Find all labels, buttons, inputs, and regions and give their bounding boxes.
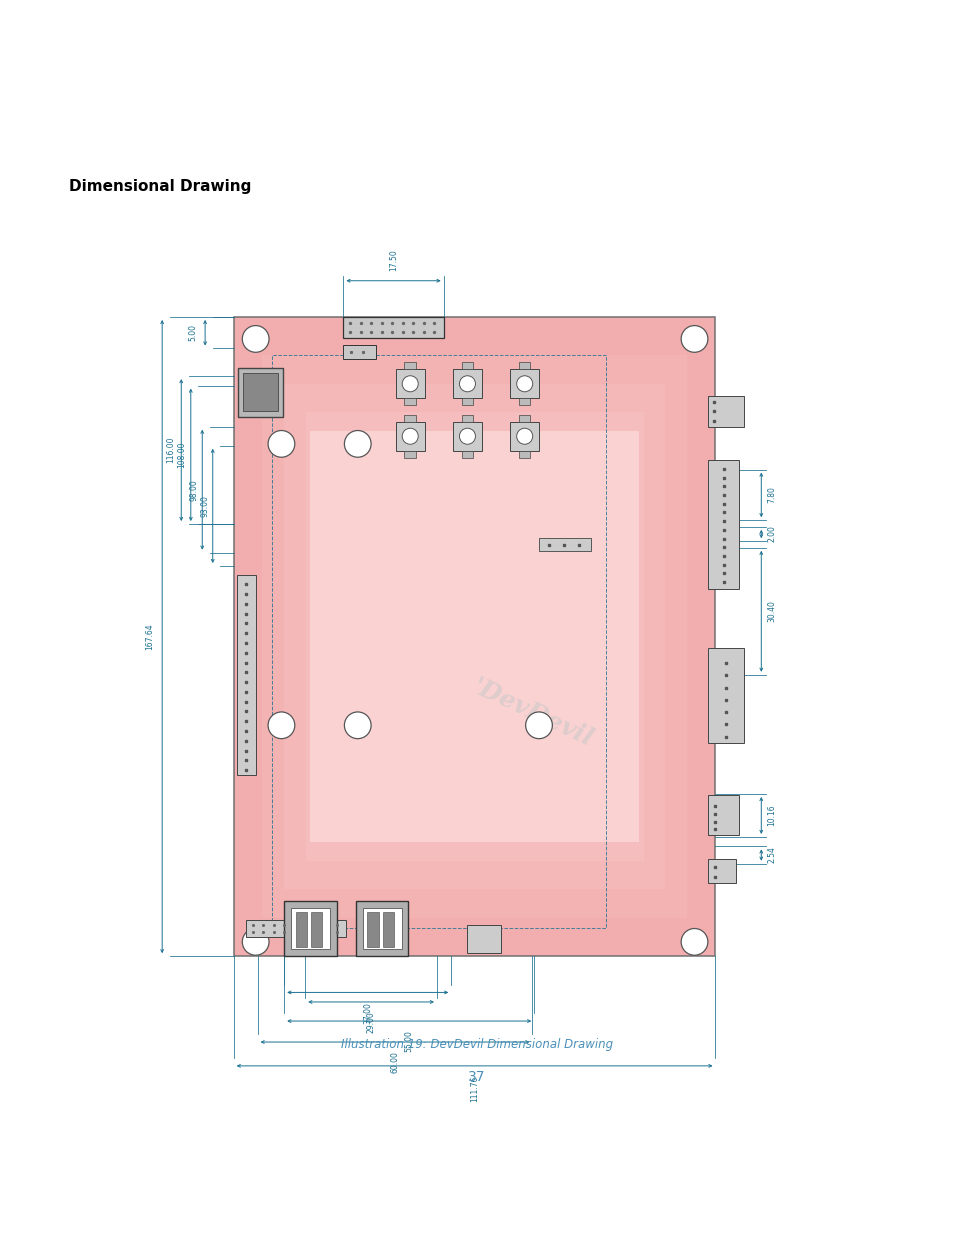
Text: Illustration 19: DevDevil Dimensional Drawing: Illustration 19: DevDevil Dimensional Dr… bbox=[340, 1039, 613, 1051]
Bar bbox=[243, 373, 277, 411]
Bar bbox=[538, 538, 591, 551]
Bar bbox=[707, 858, 736, 883]
Text: 108.00: 108.00 bbox=[177, 442, 186, 468]
Bar bbox=[707, 396, 743, 427]
Bar bbox=[453, 369, 481, 398]
Circle shape bbox=[242, 326, 269, 352]
Bar bbox=[461, 398, 473, 405]
Bar bbox=[707, 648, 743, 743]
Bar bbox=[404, 415, 416, 422]
Bar bbox=[284, 900, 336, 956]
Bar bbox=[343, 317, 443, 338]
Circle shape bbox=[459, 429, 475, 445]
Bar bbox=[355, 900, 408, 956]
Text: 30.40: 30.40 bbox=[766, 600, 775, 622]
Circle shape bbox=[525, 711, 552, 739]
Text: 111.76: 111.76 bbox=[470, 1076, 478, 1102]
Circle shape bbox=[517, 429, 532, 445]
Bar bbox=[382, 913, 394, 947]
Bar bbox=[707, 795, 739, 835]
Circle shape bbox=[344, 431, 371, 457]
Bar bbox=[272, 356, 605, 927]
Bar bbox=[510, 422, 538, 451]
Bar bbox=[461, 451, 473, 458]
Bar bbox=[461, 362, 473, 369]
Circle shape bbox=[268, 711, 294, 739]
Bar bbox=[262, 356, 686, 918]
Bar bbox=[395, 369, 424, 398]
Text: 55.00: 55.00 bbox=[404, 1030, 414, 1052]
Bar bbox=[291, 908, 330, 950]
Bar bbox=[311, 913, 322, 947]
Bar bbox=[343, 345, 375, 359]
Text: 7.80: 7.80 bbox=[766, 487, 775, 504]
Bar bbox=[305, 412, 643, 861]
Bar bbox=[518, 398, 530, 405]
Text: 167.64: 167.64 bbox=[146, 624, 154, 650]
Bar bbox=[510, 369, 538, 398]
Bar bbox=[467, 925, 500, 953]
Bar bbox=[233, 317, 715, 956]
Text: 116.00: 116.00 bbox=[167, 437, 175, 463]
Text: 29.00: 29.00 bbox=[366, 1011, 375, 1034]
Bar bbox=[404, 451, 416, 458]
Bar bbox=[295, 913, 307, 947]
Circle shape bbox=[242, 929, 269, 955]
Text: 98.00: 98.00 bbox=[190, 479, 198, 500]
Bar bbox=[284, 384, 664, 889]
Bar bbox=[395, 422, 424, 451]
Bar bbox=[362, 908, 401, 950]
Bar bbox=[404, 362, 416, 369]
Bar bbox=[707, 461, 739, 589]
Bar bbox=[518, 451, 530, 458]
Bar bbox=[237, 368, 283, 417]
Text: Dimensional Drawing: Dimensional Drawing bbox=[69, 179, 251, 194]
Circle shape bbox=[402, 375, 417, 391]
Circle shape bbox=[268, 431, 294, 457]
Circle shape bbox=[517, 375, 532, 391]
Bar bbox=[404, 398, 416, 405]
Bar bbox=[518, 415, 530, 422]
Text: 5.00: 5.00 bbox=[189, 325, 197, 341]
Text: 'DevDevil: 'DevDevil bbox=[468, 674, 596, 752]
Bar bbox=[461, 415, 473, 422]
Circle shape bbox=[344, 711, 371, 739]
Circle shape bbox=[680, 326, 707, 352]
Text: 2.00: 2.00 bbox=[766, 526, 775, 542]
Text: 93.00: 93.00 bbox=[201, 495, 210, 516]
Bar bbox=[367, 913, 378, 947]
Circle shape bbox=[459, 375, 475, 391]
Text: 60.00: 60.00 bbox=[390, 1051, 399, 1073]
Text: 2.54: 2.54 bbox=[766, 847, 775, 863]
Text: 37: 37 bbox=[468, 1071, 485, 1084]
Circle shape bbox=[402, 429, 417, 445]
Bar bbox=[518, 362, 530, 369]
Bar bbox=[236, 574, 255, 774]
Text: 37.00: 37.00 bbox=[363, 1002, 372, 1024]
Bar bbox=[453, 422, 481, 451]
Text: 17.50: 17.50 bbox=[389, 249, 397, 272]
Bar bbox=[246, 920, 346, 937]
Bar bbox=[310, 431, 639, 842]
Circle shape bbox=[680, 929, 707, 955]
Text: 10.16: 10.16 bbox=[766, 805, 775, 826]
